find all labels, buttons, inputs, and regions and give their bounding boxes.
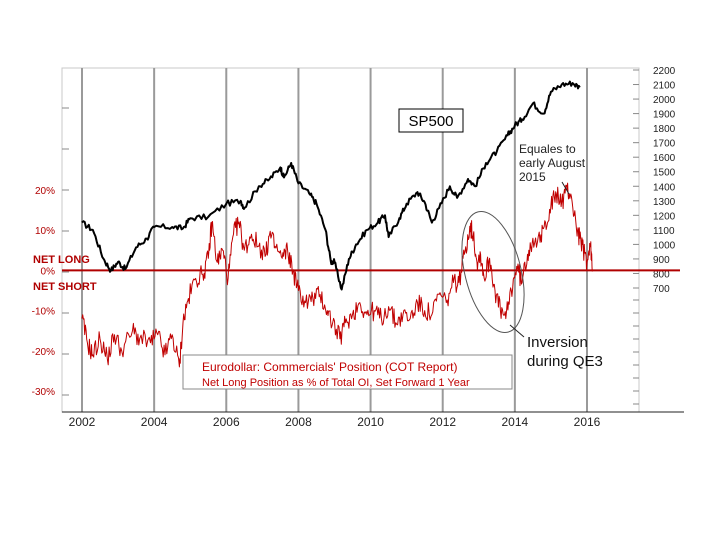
right-tick-label: 1800 bbox=[653, 124, 676, 135]
x-tick-label: 2010 bbox=[357, 415, 384, 429]
x-tick-label: 2016 bbox=[574, 415, 601, 429]
net-long-label: NET LONG bbox=[33, 254, 90, 266]
right-tick-label: 1900 bbox=[653, 110, 676, 121]
x-tick-label: 2008 bbox=[285, 415, 312, 429]
right-tick-label: 1700 bbox=[653, 139, 676, 150]
x-tick-label: 2006 bbox=[213, 415, 240, 429]
left-tick-label: -20% bbox=[32, 347, 55, 358]
right-axis: 2200 2100 2000 1900 1800 1700 1600 1500 1400 1300… bbox=[633, 66, 676, 405]
annotation-equal-pointer bbox=[561, 181, 570, 195]
left-tick-label: 10% bbox=[35, 226, 55, 237]
series-line-sp500 bbox=[81, 80, 581, 291]
x-tick-label: 2014 bbox=[502, 415, 529, 429]
inversion-pointer bbox=[509, 324, 525, 338]
right-tick-label: 2000 bbox=[653, 95, 676, 106]
left-tick-label: 20% bbox=[35, 186, 55, 197]
right-tick-label: 1100 bbox=[653, 226, 675, 237]
left-tick-label: -10% bbox=[32, 307, 55, 318]
legend-title: Eurodollar: Commercials' Position (COT R… bbox=[202, 360, 457, 374]
x-tick-label: 2012 bbox=[429, 415, 456, 429]
right-tick-label: 1400 bbox=[653, 182, 676, 193]
annotation-equal-line2: early August bbox=[519, 156, 586, 170]
annotation-inversion-line1: Inversion bbox=[527, 334, 588, 351]
sp500-label: SP500 bbox=[408, 113, 453, 130]
right-tick-label: 1300 bbox=[653, 197, 676, 208]
right-tick-label: 1000 bbox=[653, 240, 676, 251]
left-tick-label: 0% bbox=[41, 266, 56, 277]
right-tick-label: 1500 bbox=[653, 168, 676, 179]
sp500-label-box bbox=[398, 108, 464, 133]
right-tick-label: 900 bbox=[653, 255, 670, 266]
x-tick-label: 2004 bbox=[141, 415, 168, 429]
right-tick-label: 1200 bbox=[653, 211, 676, 222]
right-tick-label: 700 bbox=[653, 284, 670, 295]
net-short-label: NET SHORT bbox=[33, 281, 97, 293]
left-axis: 20% 10% 0% -10% -20% -30% bbox=[32, 107, 69, 398]
right-tick-label: 2100 bbox=[653, 81, 676, 92]
left-tick-label: -30% bbox=[32, 387, 55, 398]
right-tick-label: 1600 bbox=[653, 153, 676, 164]
x-axis: 2002 2004 2006 2008 2010 2012 2014 2016 bbox=[69, 415, 601, 429]
inversion-ellipse bbox=[461, 210, 525, 334]
annotation-equal-line3: 2015 bbox=[519, 170, 546, 184]
legend-box bbox=[182, 354, 513, 390]
right-tick-label: 2200 bbox=[653, 66, 676, 77]
annotation-inversion-line2: during QE3 bbox=[527, 353, 603, 370]
x-tick-label: 2002 bbox=[69, 415, 96, 429]
right-tick-label: 800 bbox=[653, 269, 670, 280]
annotation-equal-line1: Equales to bbox=[519, 142, 576, 156]
series-line-eurodollar bbox=[81, 182, 593, 368]
legend-subtitle: Net Long Position as % of Total OI, Set … bbox=[202, 377, 470, 389]
